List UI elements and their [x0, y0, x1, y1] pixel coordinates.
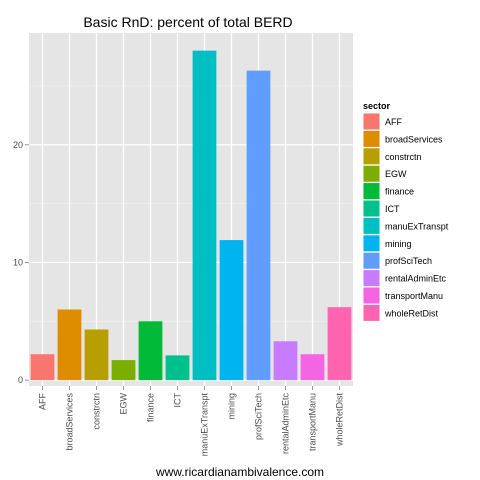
legend-swatch-AFF: [363, 113, 380, 130]
bar-EGW: [111, 360, 136, 381]
legend-swatch-finance: [363, 183, 380, 200]
x-tick-label: mining: [227, 393, 237, 420]
x-tick-label: profSciTech: [254, 393, 264, 440]
x-axis: AFF broadServices constrctn EGW finance ICT ma…: [38, 386, 345, 456]
legend-label: rentalAdminEtc: [385, 274, 447, 284]
legend-label: ICT: [385, 204, 400, 214]
bar-finance: [138, 321, 163, 381]
y-tick-label: 10: [13, 257, 23, 267]
legend-swatch-EGW: [363, 165, 380, 182]
legend-label: transportManu: [385, 291, 443, 301]
legend-label: EGW: [385, 169, 407, 179]
legend-swatch-manuExTranspt: [363, 217, 380, 234]
legend-label: constrctn: [385, 152, 422, 162]
bar-profSciTech: [246, 70, 271, 381]
bar-broadServices: [57, 309, 82, 381]
legend-title: sector: [363, 101, 391, 111]
bar-manuExTranspt: [192, 50, 217, 381]
x-tick-label: broadServices: [65, 393, 75, 451]
legend-swatch-constrctn: [363, 148, 380, 165]
legend-label: broadServices: [385, 134, 443, 144]
x-tick-label: rentalAdminEtc: [281, 393, 291, 455]
x-tick-label: wholeRetDist: [335, 393, 345, 448]
legend: sector AFF broadServices constrctn EGW finan…: [362, 101, 449, 322]
x-tick-label: AFF: [38, 392, 48, 410]
x-tick-label: constrctn: [92, 393, 102, 430]
bar-mining: [219, 240, 244, 381]
x-tick-label: EGW: [119, 392, 129, 414]
legend-swatch-ICT: [363, 200, 380, 217]
legend-label: AFF: [385, 117, 403, 127]
x-tick-label: finance: [146, 393, 156, 422]
legend-label: finance: [385, 187, 414, 197]
bars: [30, 50, 352, 381]
chart-title: Basic RnD: percent of total BERD: [83, 14, 292, 30]
y-tick-label: 0: [18, 375, 23, 385]
y-tick-label: 20: [13, 140, 23, 150]
legend-swatch-wholeRetDist: [363, 304, 380, 321]
legend-label: manuExTranspt: [385, 221, 449, 231]
caption: www.ricardianambivalence.com: [155, 465, 324, 479]
legend-swatch-rentalAdminEtc: [363, 270, 380, 287]
legend-swatch-mining: [363, 235, 380, 252]
bar-ICT: [165, 355, 190, 381]
legend-label: mining: [385, 239, 412, 249]
legend-swatch-transportManu: [363, 287, 380, 304]
x-tick-label: transportManu: [308, 393, 318, 451]
bar-constrctn: [84, 329, 109, 381]
y-axis: 0 10 20: [13, 140, 29, 385]
x-tick-label: ICT: [173, 393, 183, 408]
legend-swatch-profSciTech: [363, 252, 380, 269]
bar-wholeRetDist: [327, 307, 352, 381]
x-tick-label: manuExTranspt: [200, 393, 210, 457]
plot-panel: [29, 33, 353, 386]
bar-AFF: [30, 354, 55, 381]
legend-label: profSciTech: [385, 256, 432, 266]
legend-label: wholeRetDist: [384, 308, 439, 318]
bar-transportManu: [300, 354, 325, 381]
legend-swatch-broadServices: [363, 130, 380, 147]
bar-rentalAdminEtc: [273, 341, 298, 381]
